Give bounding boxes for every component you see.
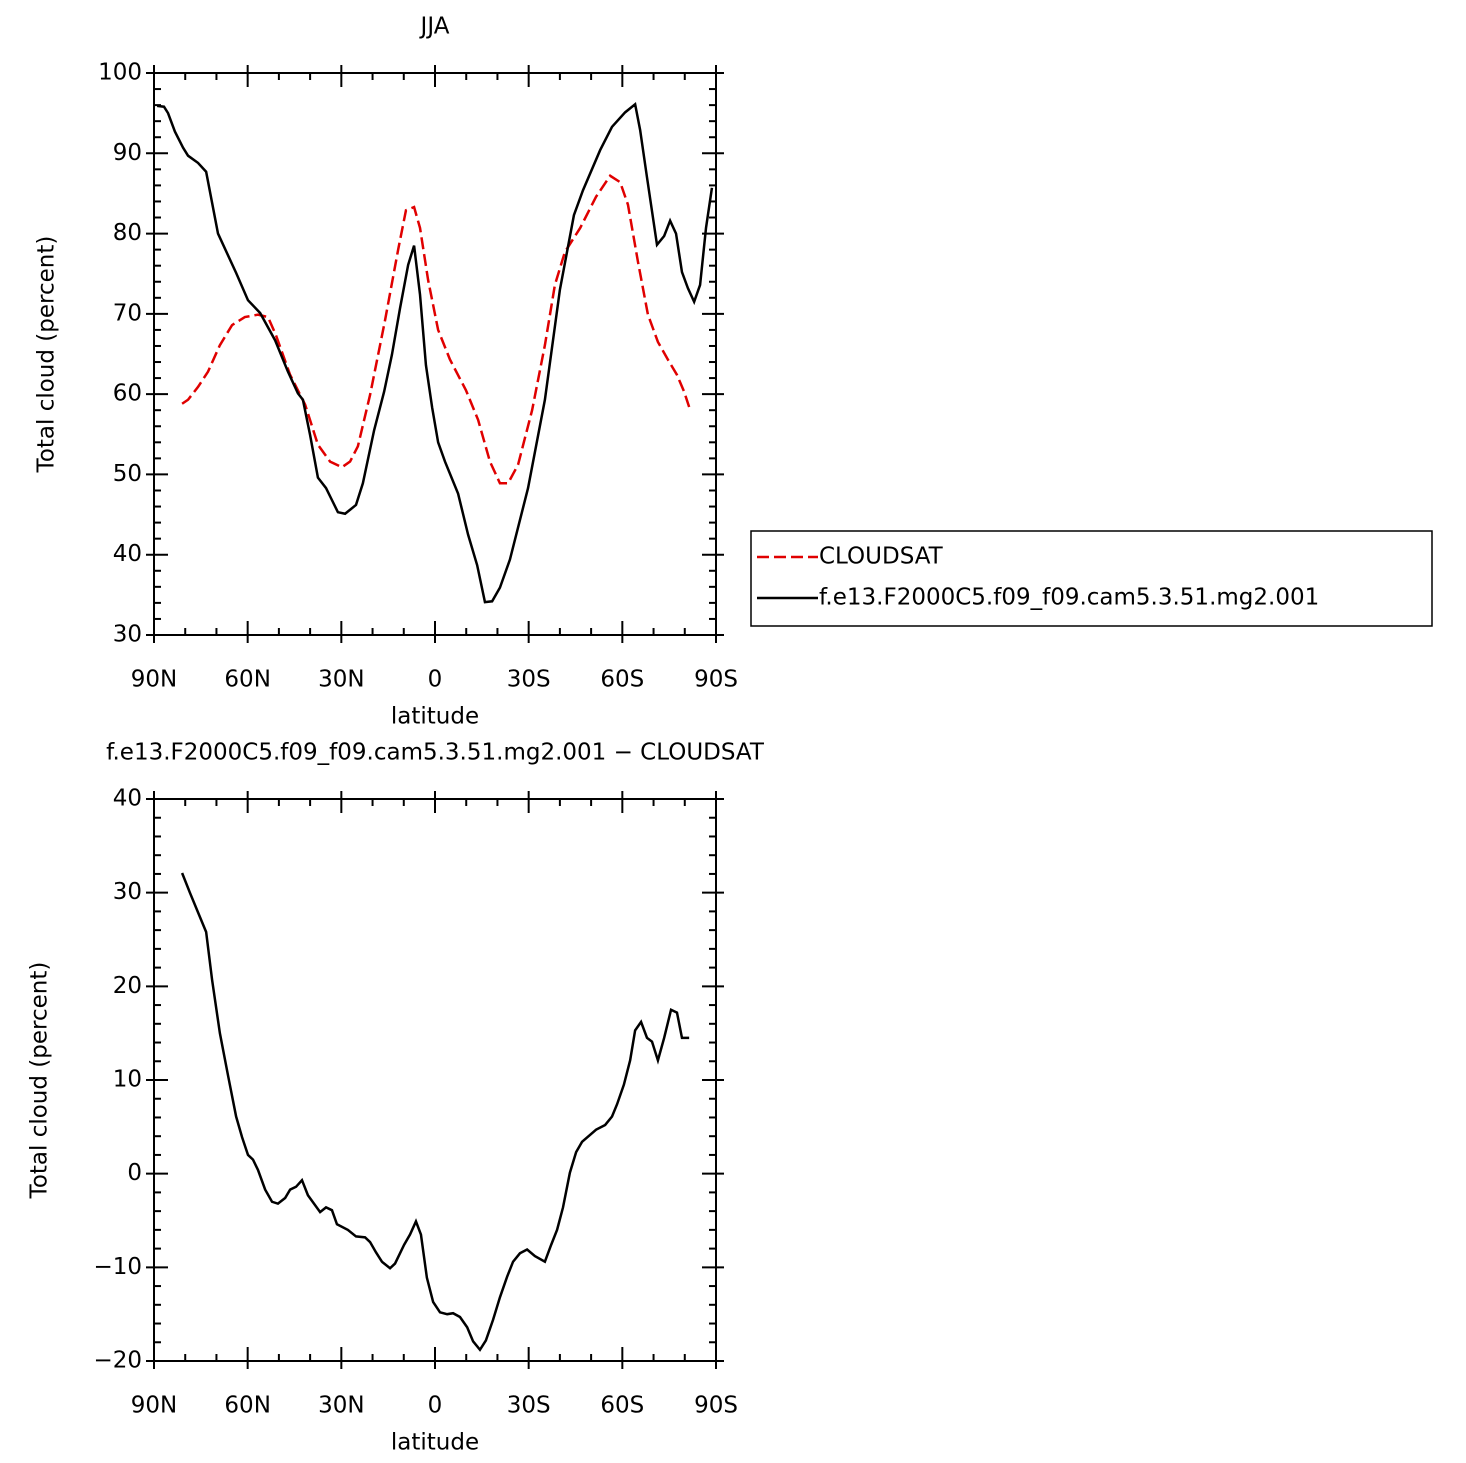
x-tick-label: 90S [694, 1393, 738, 1419]
x-axis-label: latitude [391, 704, 479, 730]
x-tick-label: 30N [318, 1393, 364, 1419]
x-axis-label: latitude [391, 1430, 479, 1456]
y-tick-label: 40 [113, 541, 142, 567]
y-tick-label: −10 [93, 1254, 142, 1280]
y-axis-label: Total cloud (percent) [27, 962, 53, 1200]
chart-title: JJA [419, 14, 450, 40]
y-tick-label: 70 [113, 300, 142, 326]
x-tick-label: 0 [428, 1393, 443, 1419]
y-tick-label: 50 [113, 461, 142, 487]
y-tick-label: 30 [113, 622, 142, 648]
x-tick-label: 60N [224, 1393, 270, 1419]
plot-frame [153, 798, 717, 1362]
y-tick-label: 100 [98, 60, 142, 86]
y-tick-label: 30 [113, 879, 142, 905]
x-tick-label: 0 [428, 667, 443, 693]
y-tick-label: −20 [93, 1348, 142, 1374]
y-axis-label: Total cloud (percent) [34, 236, 60, 474]
y-tick-label: 20 [113, 973, 142, 999]
x-tick-label: 30S [507, 1393, 551, 1419]
plot-frame [153, 72, 717, 636]
x-tick-label: 60S [600, 1393, 644, 1419]
y-tick-label: 90 [113, 140, 142, 166]
x-tick-label: 90N [131, 1393, 177, 1419]
y-tick-label: 60 [113, 381, 142, 407]
data-line [180, 872, 690, 1352]
x-tick-label: 60S [600, 667, 644, 693]
legend-box [750, 530, 1433, 627]
data-line [156, 102, 714, 604]
legend-label: f.e13.F2000C5.f09_f09.cam5.3.51.mg2.001 [819, 585, 1319, 611]
x-tick-label: 90S [694, 667, 738, 693]
x-tick-label: 30N [318, 667, 364, 693]
data-line [181, 174, 691, 485]
y-tick-label: 80 [113, 220, 142, 246]
x-tick-label: 90N [131, 667, 177, 693]
y-tick-label: 10 [113, 1067, 142, 1093]
chart-title: f.e13.F2000C5.f09_f09.cam5.3.51.mg2.001 … [106, 740, 765, 766]
x-tick-label: 60N [224, 667, 270, 693]
x-tick-label: 30S [507, 667, 551, 693]
y-tick-label: 40 [113, 786, 142, 812]
legend-label: CLOUDSAT [819, 544, 944, 570]
y-tick-label: 0 [127, 1160, 142, 1186]
